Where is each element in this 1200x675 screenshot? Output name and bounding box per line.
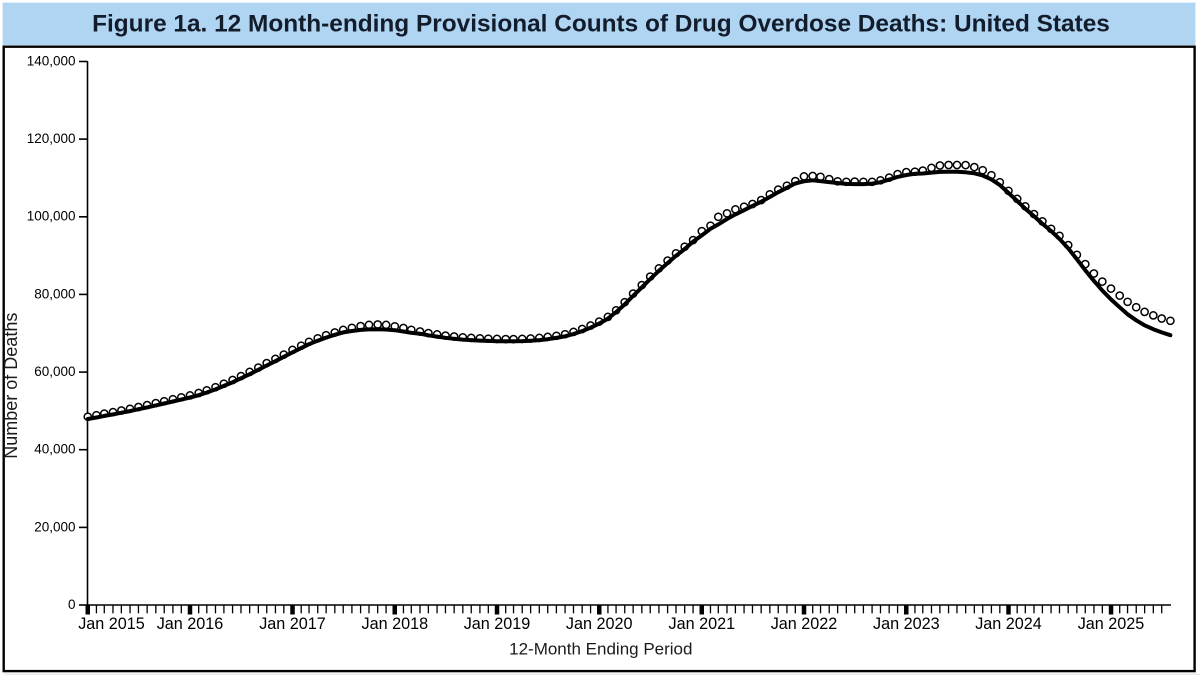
svg-text:140,000: 140,000: [27, 53, 76, 68]
svg-text:Jan 2025: Jan 2025: [1078, 615, 1145, 633]
svg-text:60,000: 60,000: [34, 364, 75, 379]
svg-text:20,000: 20,000: [34, 519, 75, 534]
svg-text:Jan 2021: Jan 2021: [668, 615, 735, 633]
svg-text:Jan 2015: Jan 2015: [78, 615, 145, 633]
svg-text:100,000: 100,000: [27, 209, 76, 224]
svg-text:Jan 2019: Jan 2019: [464, 615, 531, 633]
svg-text:Jan 2020: Jan 2020: [566, 615, 633, 633]
svg-text:Jan 2022: Jan 2022: [771, 615, 838, 633]
svg-text:12-Month Ending Period: 12-Month Ending Period: [509, 640, 692, 659]
svg-text:Figure 1a. 12 Month-ending Pro: Figure 1a. 12 Month-ending Provisional C…: [92, 11, 1110, 38]
svg-text:40,000: 40,000: [34, 442, 75, 457]
svg-text:120,000: 120,000: [27, 131, 76, 146]
svg-text:Number of Deaths: Number of Deaths: [1, 313, 21, 459]
svg-text:Jan 2023: Jan 2023: [873, 615, 940, 633]
svg-text:Jan 2016: Jan 2016: [157, 615, 224, 633]
svg-text:0: 0: [68, 597, 76, 612]
svg-text:80,000: 80,000: [34, 286, 75, 301]
svg-text:Jan 2024: Jan 2024: [975, 615, 1042, 633]
svg-text:Jan 2017: Jan 2017: [259, 615, 326, 633]
svg-text:Jan 2018: Jan 2018: [361, 615, 428, 633]
